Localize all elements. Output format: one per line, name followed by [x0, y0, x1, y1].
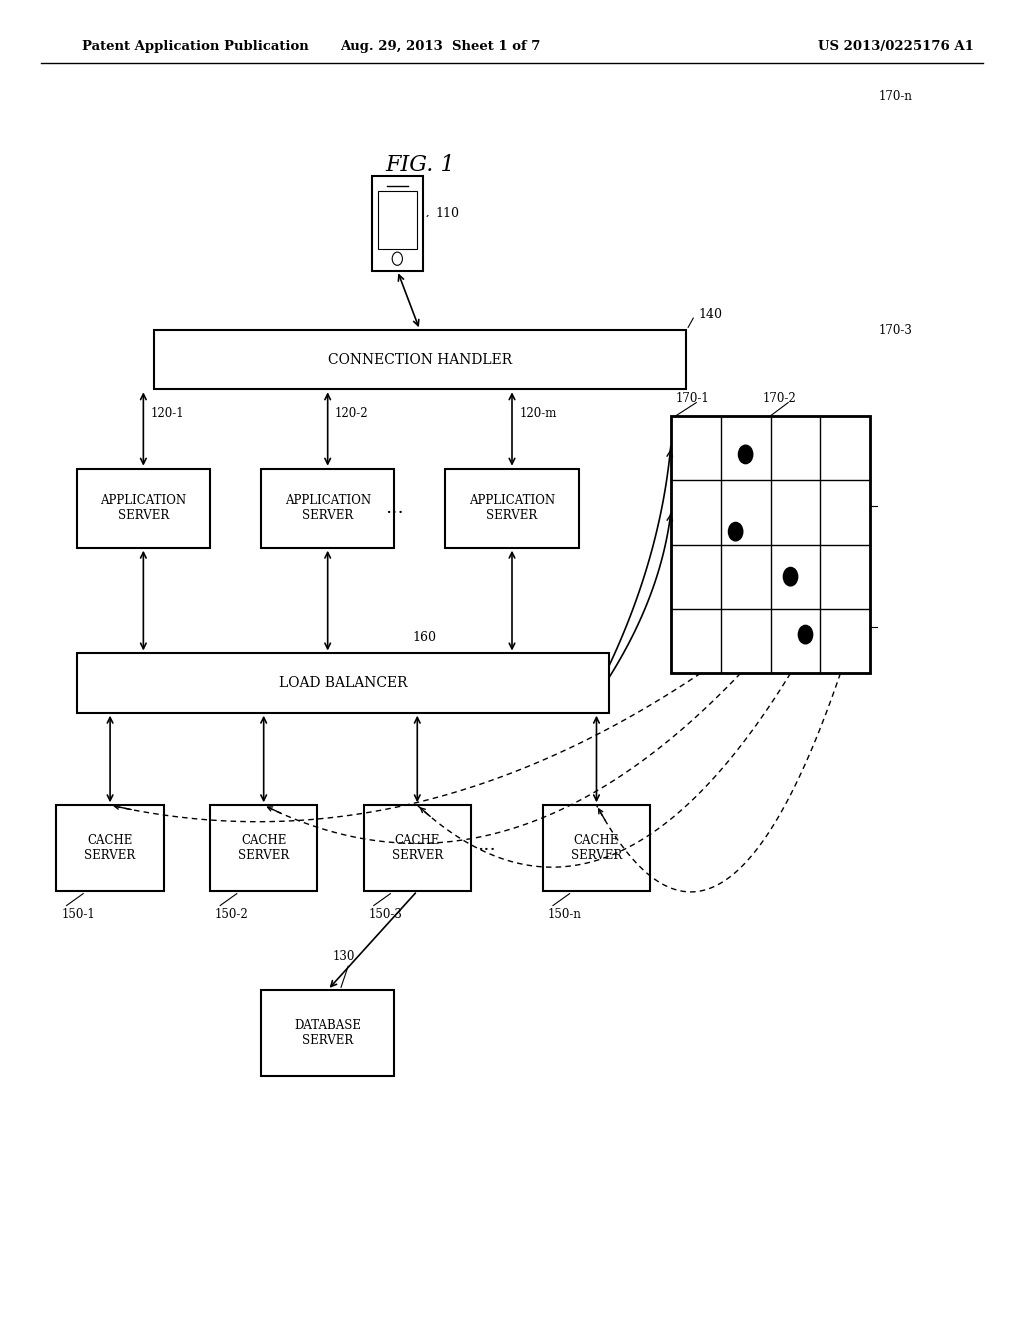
Bar	[261, 990, 394, 1076]
Text: ...: ...	[477, 836, 496, 854]
Text: 160: 160	[413, 631, 436, 644]
Text: 140: 140	[698, 308, 722, 321]
Text: CACHE
SERVER: CACHE SERVER	[238, 834, 290, 862]
Text: 120-2: 120-2	[335, 407, 369, 420]
Bar	[445, 469, 579, 548]
Text: ...: ...	[385, 499, 403, 517]
Text: CACHE
SERVER: CACHE SERVER	[570, 834, 623, 862]
Bar	[77, 469, 210, 548]
Text: 150-2: 150-2	[215, 908, 249, 921]
Circle shape	[799, 626, 813, 644]
Text: US 2013/0225176 A1: US 2013/0225176 A1	[818, 40, 974, 53]
Bar	[671, 416, 870, 673]
Bar	[378, 191, 417, 249]
Text: CACHE
SERVER: CACHE SERVER	[84, 834, 136, 862]
Text: FIG. 1: FIG. 1	[385, 154, 455, 176]
Text: APPLICATION
SERVER: APPLICATION SERVER	[285, 494, 371, 523]
Text: 150-n: 150-n	[548, 908, 582, 921]
Text: 150-3: 150-3	[369, 908, 402, 921]
Text: 150-1: 150-1	[61, 908, 95, 921]
Text: APPLICATION
SERVER: APPLICATION SERVER	[469, 494, 555, 523]
Text: Patent Application Publication: Patent Application Publication	[82, 40, 308, 53]
Text: Aug. 29, 2013  Sheet 1 of 7: Aug. 29, 2013 Sheet 1 of 7	[340, 40, 541, 53]
Text: CACHE
SERVER: CACHE SERVER	[391, 834, 443, 862]
Bar	[154, 330, 686, 389]
Text: 170-1: 170-1	[676, 392, 710, 405]
Text: 120-m: 120-m	[519, 407, 556, 420]
Text: 170-3: 170-3	[879, 323, 912, 337]
Text: 120-1: 120-1	[151, 407, 184, 420]
Text: DATABASE
SERVER: DATABASE SERVER	[294, 1019, 361, 1047]
Text: 170-n: 170-n	[879, 90, 912, 103]
Text: LOAD BALANCER: LOAD BALANCER	[279, 676, 408, 690]
Bar	[372, 176, 423, 271]
Text: 170-2: 170-2	[763, 392, 797, 405]
Text: CONNECTION HANDLER: CONNECTION HANDLER	[328, 352, 512, 367]
Bar	[543, 805, 650, 891]
Bar	[261, 469, 394, 548]
Bar	[364, 805, 471, 891]
Bar	[56, 805, 164, 891]
Text: APPLICATION
SERVER: APPLICATION SERVER	[100, 494, 186, 523]
Circle shape	[738, 445, 753, 463]
Text: 110: 110	[435, 207, 459, 220]
Text: 130: 130	[333, 950, 355, 964]
Bar	[77, 653, 609, 713]
Circle shape	[783, 568, 798, 586]
Circle shape	[728, 523, 742, 541]
Bar	[210, 805, 317, 891]
